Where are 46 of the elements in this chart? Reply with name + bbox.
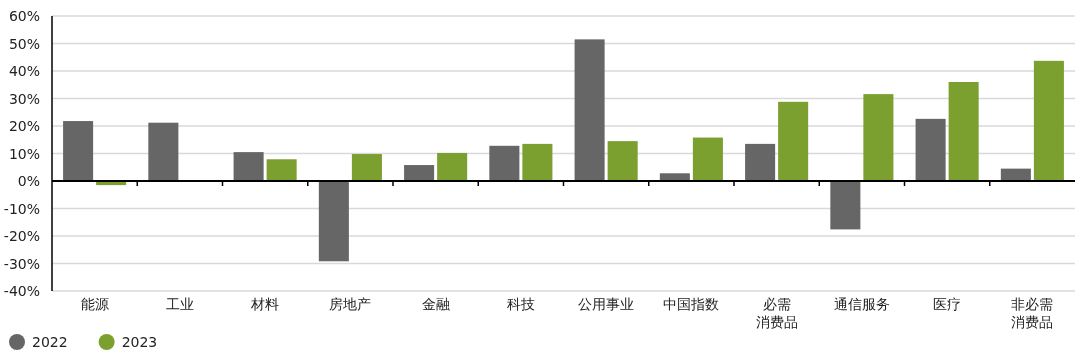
bar [915, 118, 946, 181]
y-tick-label: -40% [3, 283, 40, 299]
y-tick-label: -20% [3, 228, 40, 244]
y-tick-label: 60% [8, 8, 40, 24]
y-tick-label: -30% [3, 255, 40, 272]
x-tick-label: 房地产 [329, 296, 372, 312]
x-tick-label: 科技 [506, 296, 535, 312]
y-tick-label: 20% [8, 118, 40, 134]
x-tick-label: 工业 [165, 296, 194, 312]
bar [351, 154, 382, 181]
bar [148, 122, 179, 181]
legend-label: 2022 [32, 334, 68, 350]
x-tick-label: 通信服务 [833, 296, 890, 312]
bar [437, 152, 468, 181]
bar [318, 181, 349, 262]
bar [863, 94, 894, 181]
y-tick-label: 10% [8, 145, 40, 162]
bar [522, 143, 553, 181]
bar [489, 145, 520, 181]
bar [574, 39, 605, 181]
bar [404, 165, 435, 181]
x-tick-label: 非必需消费品 [1011, 296, 1054, 330]
x-tick-label: 金融 [421, 296, 450, 312]
x-tick-label: 能源 [80, 296, 109, 312]
x-tick-label: 材料 [250, 296, 280, 312]
y-tick-label: 0% [17, 173, 40, 189]
y-tick-label: 50% [8, 35, 40, 52]
legend-label: 2023 [121, 334, 158, 350]
x-tick-label: 中国指数 [663, 296, 720, 312]
bar [659, 173, 690, 181]
x-tick-label: 必需消费品 [755, 296, 798, 330]
bar [778, 101, 809, 181]
x-tick-label: 公用事业 [578, 296, 635, 312]
y-tick-label: 40% [8, 63, 40, 79]
y-tick-label: 30% [8, 90, 40, 107]
y-tick-label: -10% [3, 200, 40, 217]
bar [1033, 60, 1064, 181]
bar [607, 141, 638, 181]
bar [63, 121, 94, 181]
bar [692, 137, 723, 181]
bar [233, 152, 264, 181]
bar [266, 159, 297, 181]
bar [948, 82, 979, 181]
bar [830, 181, 861, 230]
bar [745, 143, 776, 181]
x-tick-label: 医疗 [933, 296, 962, 312]
